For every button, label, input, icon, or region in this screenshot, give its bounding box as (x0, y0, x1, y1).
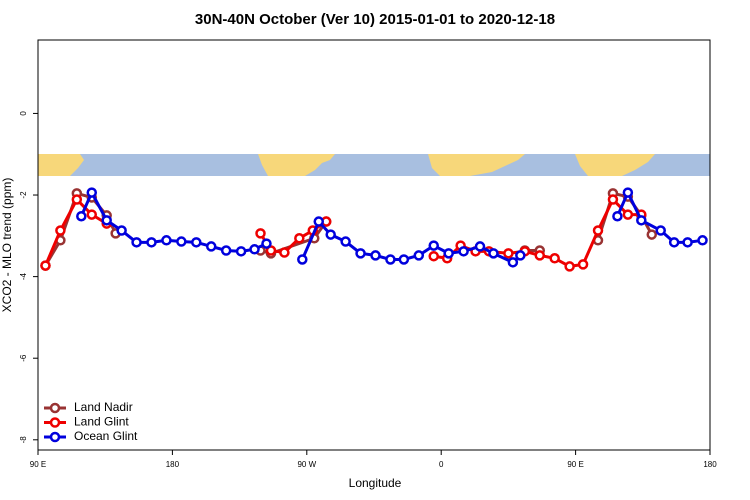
point (636, 215, 647, 226)
x-tick-label: 90 E (567, 460, 583, 469)
land (575, 154, 655, 176)
land (428, 154, 525, 176)
x-tick-label: 180 (166, 460, 180, 469)
point (116, 225, 127, 236)
point (428, 240, 439, 251)
legend-marker (49, 431, 61, 443)
series-line (44, 191, 654, 267)
point (646, 229, 658, 240)
point (507, 257, 519, 268)
point (325, 229, 336, 240)
point (86, 209, 98, 220)
point (261, 238, 272, 249)
point (515, 250, 526, 261)
point (443, 248, 454, 259)
legend-label: Ocean Glint (74, 429, 138, 443)
point (370, 250, 381, 261)
point (355, 248, 366, 259)
point (205, 241, 217, 252)
point (313, 216, 324, 227)
point (622, 209, 634, 220)
point (577, 259, 589, 270)
point (398, 254, 410, 265)
point (55, 225, 66, 236)
x-tick-label: 90 E (30, 460, 46, 469)
map-band (38, 154, 710, 176)
chart-title: 30N-40N October (Ver 10) 2015-01-01 to 2… (195, 11, 555, 28)
point (294, 233, 305, 244)
point (488, 248, 499, 259)
point (697, 235, 708, 246)
legend-label: Land Glint (74, 415, 129, 429)
ocean-band (38, 154, 710, 176)
legend-marker (49, 417, 61, 428)
point (655, 225, 666, 236)
point (101, 215, 112, 226)
legend-marker (49, 402, 61, 414)
point (592, 225, 604, 236)
point (428, 250, 439, 262)
point (622, 187, 634, 198)
point (564, 261, 575, 272)
land (38, 154, 84, 176)
point (146, 237, 157, 248)
point (71, 194, 83, 205)
point (612, 210, 623, 222)
point (549, 253, 560, 264)
point (76, 210, 87, 222)
point (607, 194, 619, 205)
point (458, 246, 469, 257)
land (258, 154, 335, 176)
point (503, 248, 514, 259)
y-tick-label: -8 (19, 436, 28, 444)
point (235, 246, 247, 257)
plot-frame (37, 39, 711, 451)
point (265, 245, 277, 256)
y-tick-label: 0 (19, 111, 28, 116)
y-axis-label: XCO2 - MLO trend (ppm) (0, 178, 14, 313)
y-tick-label: -2 (19, 191, 28, 199)
point (131, 237, 142, 248)
x-tick-label: 90 W (297, 460, 316, 469)
point (340, 236, 351, 247)
y-tick-label: -6 (19, 354, 28, 362)
point (161, 235, 172, 246)
point (249, 244, 260, 255)
point (191, 237, 202, 248)
point (297, 254, 308, 265)
x-axis-label: Longitude (349, 476, 402, 490)
point (220, 245, 232, 256)
point (385, 254, 396, 265)
legend-label: Land Nadir (74, 400, 133, 414)
point (86, 187, 98, 198)
point (682, 237, 693, 248)
point (474, 241, 486, 252)
point (413, 250, 425, 261)
point (279, 247, 290, 258)
point (255, 228, 266, 239)
point (534, 250, 546, 261)
point (668, 237, 680, 248)
y-tick-label: -4 (19, 273, 28, 281)
point (40, 260, 51, 271)
x-tick-label: 0 (439, 460, 444, 469)
point (176, 236, 187, 247)
x-tick-label: 180 (703, 460, 717, 469)
